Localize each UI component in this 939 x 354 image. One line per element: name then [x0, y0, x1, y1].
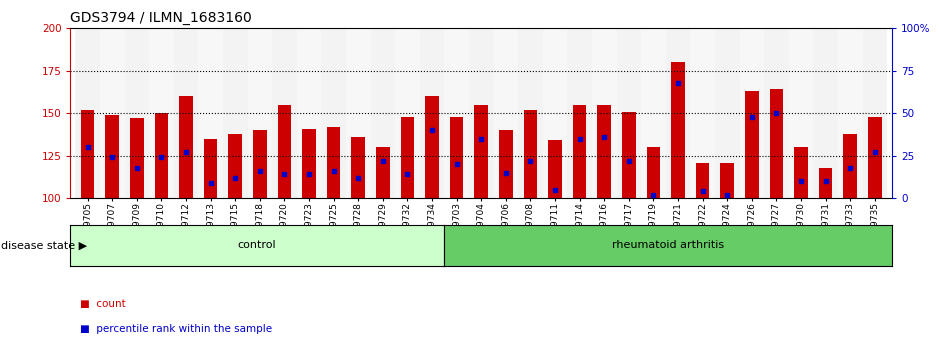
Bar [272, 28, 297, 198]
Bar [425, 96, 439, 198]
Bar [297, 28, 321, 198]
Bar [617, 28, 641, 198]
Bar [666, 28, 690, 198]
Bar [868, 117, 882, 198]
Bar [671, 62, 685, 198]
Bar [395, 28, 420, 198]
Bar [690, 28, 715, 198]
Bar [720, 162, 734, 198]
Bar [548, 141, 562, 198]
Bar [740, 28, 764, 198]
Text: ■  percentile rank within the sample: ■ percentile rank within the sample [80, 324, 272, 334]
Bar [81, 110, 95, 198]
Bar [474, 105, 488, 198]
Bar [567, 28, 592, 198]
Bar [228, 134, 242, 198]
Text: disease state ▶: disease state ▶ [1, 240, 87, 250]
Bar [469, 28, 494, 198]
Bar [843, 134, 857, 198]
Bar [745, 91, 759, 198]
Bar [494, 28, 518, 198]
Bar [401, 117, 414, 198]
Bar [789, 28, 813, 198]
Bar [622, 112, 636, 198]
Bar [327, 127, 341, 198]
Bar [838, 28, 863, 198]
Bar [518, 28, 543, 198]
Bar [524, 110, 537, 198]
Bar [597, 105, 611, 198]
Bar [179, 96, 192, 198]
Bar [770, 90, 783, 198]
Bar [351, 137, 365, 198]
Bar [155, 113, 168, 198]
Bar [254, 130, 267, 198]
Bar [174, 28, 198, 198]
Bar [198, 28, 223, 198]
Bar [223, 28, 248, 198]
Bar [321, 28, 346, 198]
Text: rheumatoid arthritis: rheumatoid arthritis [612, 240, 724, 250]
Bar [204, 139, 218, 198]
Bar [105, 115, 119, 198]
Bar [75, 28, 100, 198]
Bar [647, 147, 660, 198]
Bar [715, 28, 740, 198]
Bar [641, 28, 666, 198]
Bar [794, 147, 808, 198]
Bar [278, 105, 291, 198]
Bar [302, 129, 316, 198]
Bar [573, 105, 586, 198]
Bar [131, 118, 144, 198]
Bar [125, 28, 149, 198]
Text: ■  count: ■ count [80, 299, 126, 309]
Text: GDS3794 / ILMN_1683160: GDS3794 / ILMN_1683160 [70, 11, 253, 25]
Bar [499, 130, 513, 198]
Text: control: control [238, 240, 276, 250]
Bar [248, 28, 272, 198]
Bar [377, 147, 390, 198]
Bar [371, 28, 395, 198]
Bar [813, 28, 838, 198]
Bar [346, 28, 371, 198]
Bar [420, 28, 444, 198]
Bar [450, 117, 464, 198]
Bar [100, 28, 125, 198]
Bar [819, 168, 832, 198]
Bar [592, 28, 617, 198]
Bar [696, 162, 709, 198]
Bar [149, 28, 174, 198]
Bar [764, 28, 789, 198]
Bar [444, 28, 469, 198]
Bar [543, 28, 567, 198]
Bar [863, 28, 887, 198]
